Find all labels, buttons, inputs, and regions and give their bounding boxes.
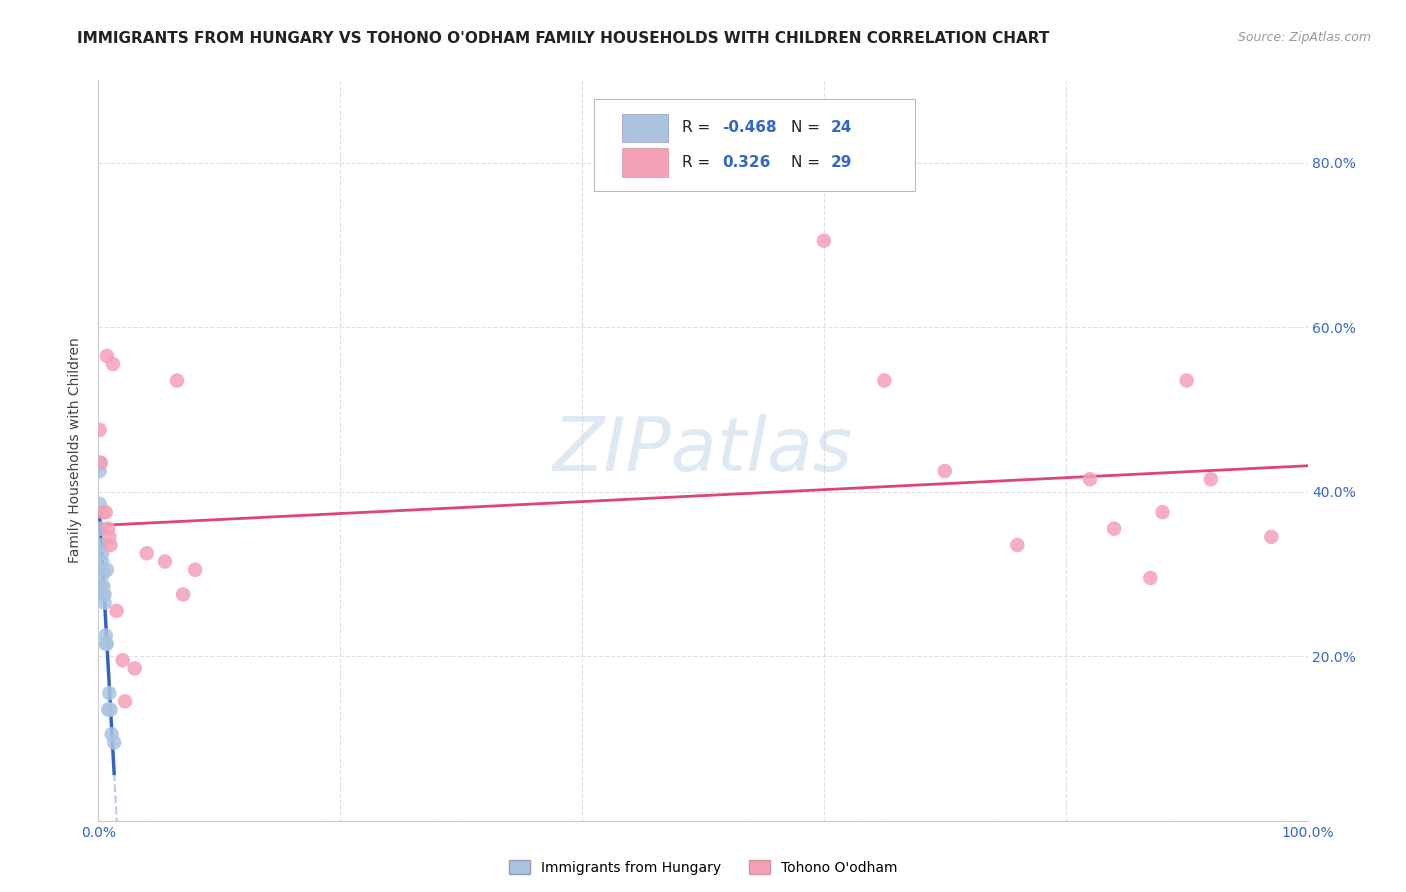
Text: 0.326: 0.326 [723,155,770,170]
Point [1260,530,1282,544]
Point [184,563,207,577]
Text: 24: 24 [831,120,852,136]
Point [100,703,122,717]
Point [91,563,114,577]
Point [172,587,194,601]
Point [135,546,157,560]
Point [91,566,114,581]
Point [813,234,835,248]
Point [96,563,118,577]
Point [1175,374,1198,388]
Point [1152,505,1174,519]
Text: R =: R = [682,155,720,170]
Point [97,522,120,536]
Point [97,703,120,717]
Point [1139,571,1161,585]
Point [91,554,114,569]
Point [934,464,956,478]
Point [90,456,112,470]
Point [89,464,111,478]
Point [98,530,121,544]
Point [1102,522,1125,536]
Point [93,596,115,610]
Point [98,686,121,700]
Point [1007,538,1029,552]
Point [96,349,118,363]
Text: R =: R = [682,120,716,136]
Point [90,538,112,552]
FancyBboxPatch shape [621,113,668,142]
FancyBboxPatch shape [621,148,668,177]
Point [91,505,114,519]
Point [105,604,128,618]
Point [153,554,176,569]
Point [91,587,114,601]
Y-axis label: Family Households with Children: Family Households with Children [69,337,83,564]
Point [90,522,112,536]
Point [1199,472,1222,486]
Point [166,374,188,388]
Text: ZIPatlas: ZIPatlas [553,415,853,486]
Text: N =: N = [792,120,825,136]
Point [873,374,896,388]
Legend: Immigrants from Hungary, Tohono O'odham: Immigrants from Hungary, Tohono O'odham [503,855,903,880]
Point [124,661,146,675]
Text: N =: N = [792,155,825,170]
Point [90,563,112,577]
Point [91,546,114,560]
Point [111,653,134,667]
Point [91,579,114,593]
Point [1078,472,1101,486]
Text: -0.468: -0.468 [723,120,778,136]
Point [103,735,125,749]
Point [100,538,122,552]
Point [100,727,122,741]
Point [114,694,136,708]
Point [94,637,117,651]
Point [89,423,111,437]
Point [89,497,111,511]
Point [94,505,117,519]
Point [93,587,115,601]
Text: 29: 29 [831,155,852,170]
FancyBboxPatch shape [595,99,915,191]
Point [89,456,111,470]
Point [91,579,114,593]
Point [96,637,118,651]
Point [101,357,124,371]
Point [94,628,117,642]
Text: IMMIGRANTS FROM HUNGARY VS TOHONO O'ODHAM FAMILY HOUSEHOLDS WITH CHILDREN CORREL: IMMIGRANTS FROM HUNGARY VS TOHONO O'ODHA… [77,31,1050,46]
Text: Source: ZipAtlas.com: Source: ZipAtlas.com [1237,31,1371,45]
